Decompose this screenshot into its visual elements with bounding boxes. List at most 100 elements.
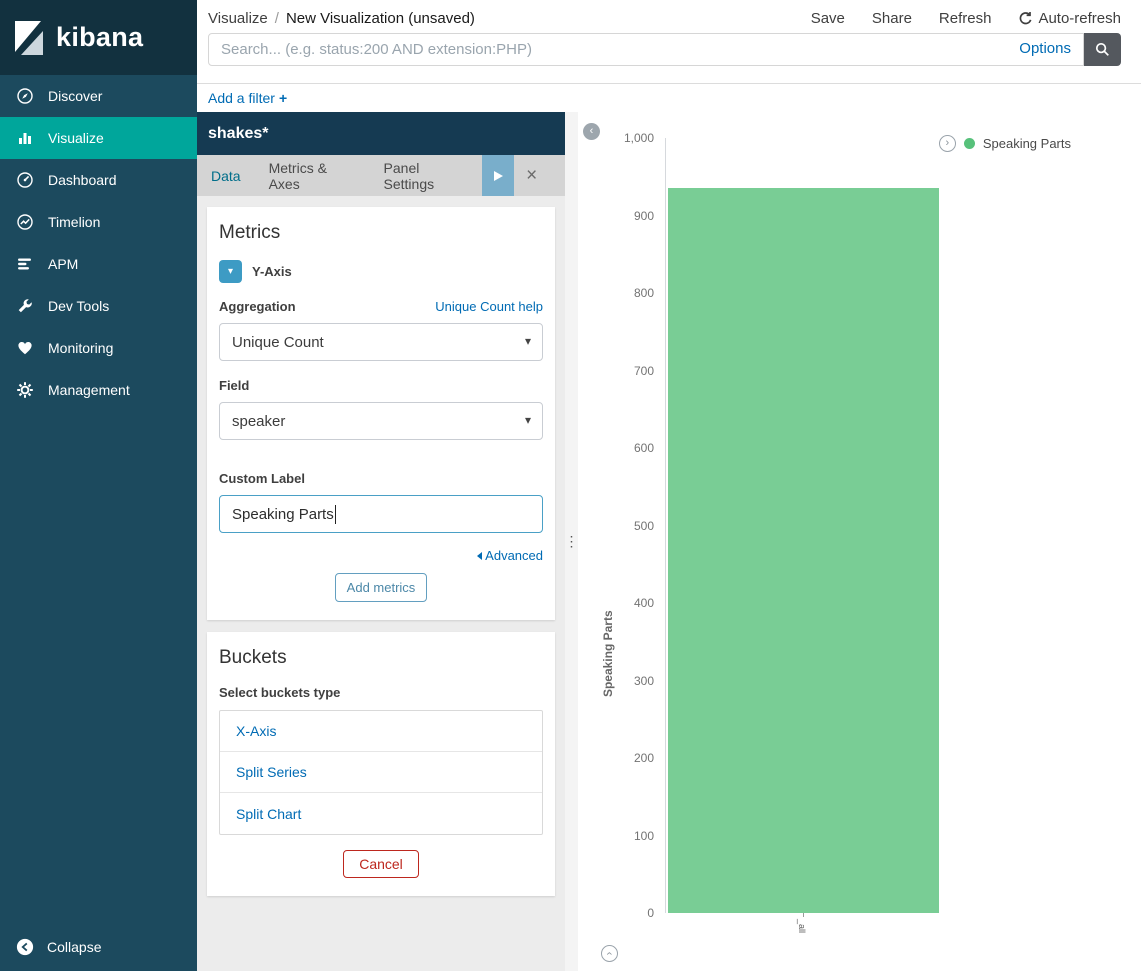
sidebar-item-dashboard[interactable]: Dashboard bbox=[0, 159, 197, 201]
plot-area: 0 100 200 300 400 500 600 700 800 900 1,000 _all bbox=[624, 131, 1133, 933]
breadcrumb: Visualize / New Visualization (unsaved) … bbox=[197, 0, 1141, 30]
breadcrumb-visualize-link[interactable]: Visualize bbox=[208, 9, 268, 27]
y-axis-tick-label: 100 bbox=[633, 828, 654, 843]
sidebar-item-label: Monitoring bbox=[48, 340, 114, 356]
filter-bar: Add a filter + bbox=[197, 84, 1141, 112]
y-axis-tick-label: 500 bbox=[633, 518, 654, 533]
field-selected-value: speaker bbox=[232, 412, 286, 430]
auto-refresh-label: Auto-refresh bbox=[1038, 9, 1121, 27]
y-axis-tick-label: 1,000 bbox=[623, 131, 654, 145]
advanced-toggle-link[interactable]: Advanced bbox=[477, 548, 543, 563]
y-axis-tick-label: 400 bbox=[633, 596, 654, 610]
sidebar-item-label: Timelion bbox=[48, 214, 101, 230]
y-axis-title: Speaking Parts bbox=[601, 610, 615, 698]
sidebar-item-label: Dev Tools bbox=[48, 298, 110, 314]
y-axis-metric-row: ▾ Y-Axis bbox=[219, 260, 543, 283]
triangle-left-icon bbox=[477, 551, 483, 560]
y-axis-tick-label: 900 bbox=[633, 208, 654, 223]
legend-toggle-icon[interactable]: › bbox=[938, 135, 956, 152]
x-axis-tick-mark bbox=[803, 913, 804, 917]
dashboard-icon bbox=[16, 171, 34, 189]
bucket-type-split-chart[interactable]: Split Chart bbox=[236, 805, 302, 822]
collapse-editor-icon[interactable]: ‹ bbox=[583, 123, 600, 140]
sidebar-item-label: Discover bbox=[48, 88, 103, 104]
sidebar-item-apm[interactable]: APM bbox=[0, 243, 197, 285]
search-icon bbox=[1095, 42, 1110, 57]
search-box: Options bbox=[208, 33, 1084, 66]
breadcrumb-current-page: New Visualization (unsaved) bbox=[285, 9, 475, 27]
index-pattern-header: shakes* bbox=[197, 112, 565, 155]
tab-data[interactable]: Data bbox=[211, 167, 241, 184]
timelion-icon bbox=[16, 213, 34, 231]
custom-label-input[interactable]: Speaking Parts bbox=[219, 495, 543, 533]
visualization-editor-panel: shakes* Data Metrics & Axes Panel Settin… bbox=[197, 112, 565, 971]
y-axis-tick-label: 300 bbox=[633, 673, 654, 688]
tab-panel-settings[interactable]: Panel Settings bbox=[383, 159, 435, 192]
aggregation-label: Aggregation bbox=[219, 299, 296, 314]
legend-color-dot[interactable] bbox=[963, 138, 975, 149]
y-axis-tick-label: 800 bbox=[633, 286, 654, 300]
cancel-button[interactable]: Cancel bbox=[343, 850, 419, 878]
panel-resizer-handle[interactable]: ⋮ bbox=[564, 112, 579, 971]
search-input[interactable] bbox=[208, 33, 1084, 66]
apm-icon bbox=[16, 255, 34, 273]
close-icon: × bbox=[526, 165, 538, 186]
cancel-row: Cancel bbox=[219, 850, 543, 878]
sidebar-item-label: Visualize bbox=[48, 130, 104, 146]
aggregation-row: Aggregation Unique Count help bbox=[219, 299, 543, 314]
discard-changes-button[interactable]: × bbox=[514, 155, 549, 196]
y-axis-tick-label: 700 bbox=[633, 363, 654, 378]
top-header: Visualize / New Visualization (unsaved) … bbox=[197, 0, 1141, 84]
chevron-up-icon: › bbox=[602, 951, 615, 956]
kibana-logo[interactable]: kibana bbox=[0, 0, 197, 75]
collapse-bottom-icon[interactable]: › bbox=[601, 945, 618, 962]
bucket-type-list: X-Axis Split Series Split Chart bbox=[219, 710, 543, 835]
aggregation-select[interactable]: Unique Count ▾ bbox=[219, 323, 543, 361]
bucket-type-x-axis[interactable]: X-Axis bbox=[220, 711, 542, 752]
auto-refresh-button[interactable]: Auto-refresh bbox=[1018, 10, 1121, 27]
drag-dots-icon: ⋮ bbox=[564, 533, 579, 549]
add-metrics-button[interactable]: Add metrics bbox=[334, 573, 428, 602]
play-icon bbox=[492, 170, 504, 182]
text-cursor bbox=[334, 504, 336, 524]
bucket-type-split-series[interactable]: Split Series bbox=[220, 752, 542, 793]
y-axis-collapse-button[interactable]: ▾ bbox=[219, 260, 242, 283]
monitoring-icon bbox=[16, 339, 34, 357]
advanced-row: Advanced bbox=[219, 548, 543, 563]
save-button[interactable]: Save bbox=[810, 9, 845, 27]
field-select[interactable]: speaker ▾ bbox=[219, 402, 543, 440]
search-options-link[interactable]: Options bbox=[1019, 40, 1071, 57]
refresh-button[interactable]: Refresh bbox=[938, 9, 992, 27]
sidebar-item-discover[interactable]: Discover bbox=[0, 75, 197, 117]
sidebar-item-label: Management bbox=[48, 382, 130, 398]
sidebar-item-monitoring[interactable]: Monitoring bbox=[0, 327, 197, 369]
y-axis-label: Y-Axis bbox=[252, 264, 292, 279]
sidebar-item-timelion[interactable]: Timelion bbox=[0, 201, 197, 243]
sidebar-collapse-button[interactable]: Collapse bbox=[0, 923, 197, 971]
search-bar: Options bbox=[208, 33, 1121, 66]
sidebar-item-visualize[interactable]: Visualize bbox=[0, 117, 197, 159]
sidebar: kibana Discover Visualize Dashboard Time… bbox=[0, 0, 197, 971]
aggregation-help-link[interactable]: Unique Count help bbox=[435, 299, 543, 314]
advanced-label: Advanced bbox=[485, 548, 543, 563]
devtools-icon bbox=[16, 297, 34, 315]
auto-refresh-icon bbox=[1018, 11, 1033, 26]
top-actions: Save Share Refresh Auto-refresh bbox=[811, 10, 1121, 27]
sidebar-item-label: Dashboard bbox=[48, 172, 117, 188]
app-title: kibana bbox=[56, 22, 144, 52]
bar-speaking-parts[interactable] bbox=[668, 188, 939, 913]
search-submit-button[interactable] bbox=[1084, 33, 1121, 66]
add-filter-link[interactable]: Add a filter + bbox=[208, 90, 287, 106]
apply-changes-button[interactable] bbox=[482, 155, 515, 196]
sidebar-item-dev-tools[interactable]: Dev Tools bbox=[0, 285, 197, 327]
select-caret-icon: ▾ bbox=[524, 413, 531, 427]
tab-metrics-axes[interactable]: Metrics & Axes bbox=[268, 159, 327, 192]
y-axis-tick-label: 200 bbox=[633, 751, 654, 765]
management-icon bbox=[16, 381, 34, 399]
share-button[interactable]: Share bbox=[871, 9, 912, 27]
add-filter-plus-icon: + bbox=[278, 90, 288, 106]
sidebar-item-management[interactable]: Management bbox=[0, 369, 197, 411]
y-axis-tick-label: 600 bbox=[633, 441, 654, 455]
chart-panel: ‹ › Speaking Parts Speaking Parts 0 100 20… bbox=[578, 112, 1141, 971]
select-buckets-type-label: Select buckets type bbox=[219, 685, 341, 700]
